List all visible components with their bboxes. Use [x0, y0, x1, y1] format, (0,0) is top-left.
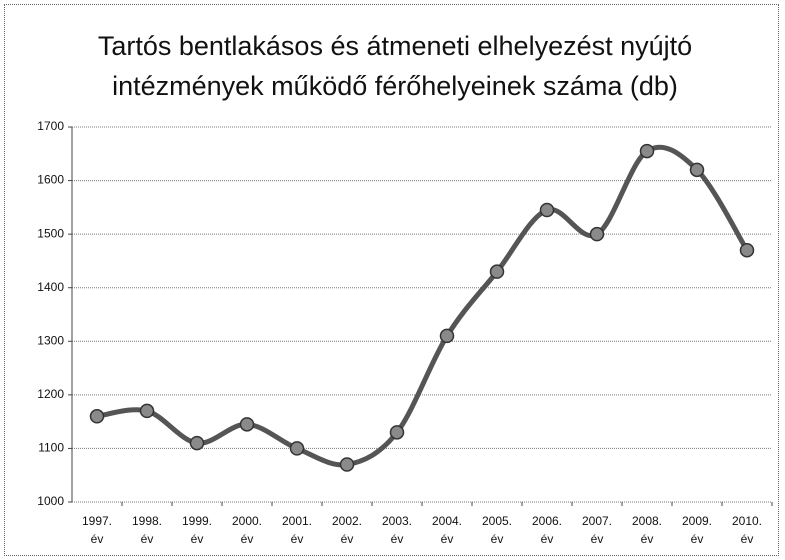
point: [439, 328, 455, 344]
y-tick-label: 1400: [37, 280, 64, 294]
x-tick-label: 2010. év: [731, 514, 763, 546]
x-tick-label: 2008. év: [631, 514, 663, 546]
point: [489, 264, 505, 279]
x-tick-label: 2006. év: [531, 514, 563, 546]
x-tick-label: 2009. év: [681, 514, 713, 546]
x-tick-label: 1999. év: [181, 514, 213, 546]
y-tick-label: 1200: [37, 387, 64, 401]
chart-title: Tartós bentlakásos és átmeneti elhelyezé…: [97, 31, 693, 101]
point: [139, 403, 155, 419]
x-tick-label: 2005. év: [481, 514, 513, 546]
x-tick-label: 2002. év: [331, 514, 363, 546]
point: [289, 441, 305, 456]
x-tick-label: 2007. év: [581, 514, 613, 546]
point: [239, 417, 255, 432]
point: [89, 409, 105, 424]
y-tick-label: 1500: [37, 226, 64, 240]
point: [589, 226, 605, 242]
x-tick-label: 2000. év: [231, 514, 263, 546]
chart-frame: [4, 4, 779, 556]
y-tick-label: 1600: [37, 173, 64, 187]
point: [739, 242, 755, 258]
point: [539, 202, 555, 218]
y-tick-label: 1300: [37, 333, 64, 347]
point: [339, 457, 355, 472]
line: [96, 144, 750, 468]
y-tick-label: 1100: [38, 441, 64, 455]
point: [639, 143, 655, 159]
point: [189, 435, 205, 451]
y-tick-label: 1000: [37, 494, 64, 508]
x-tick-label: 2003. év: [381, 514, 413, 546]
x-tick-label: 1997. év: [81, 514, 113, 546]
x-tick-label: 1998. év: [131, 514, 163, 546]
x-tick-label: 2001. év: [281, 514, 313, 546]
x-tick-label: 2004. év: [431, 514, 463, 546]
point: [389, 425, 405, 440]
point: [689, 162, 705, 178]
y-tick-label: 1700: [37, 119, 64, 133]
